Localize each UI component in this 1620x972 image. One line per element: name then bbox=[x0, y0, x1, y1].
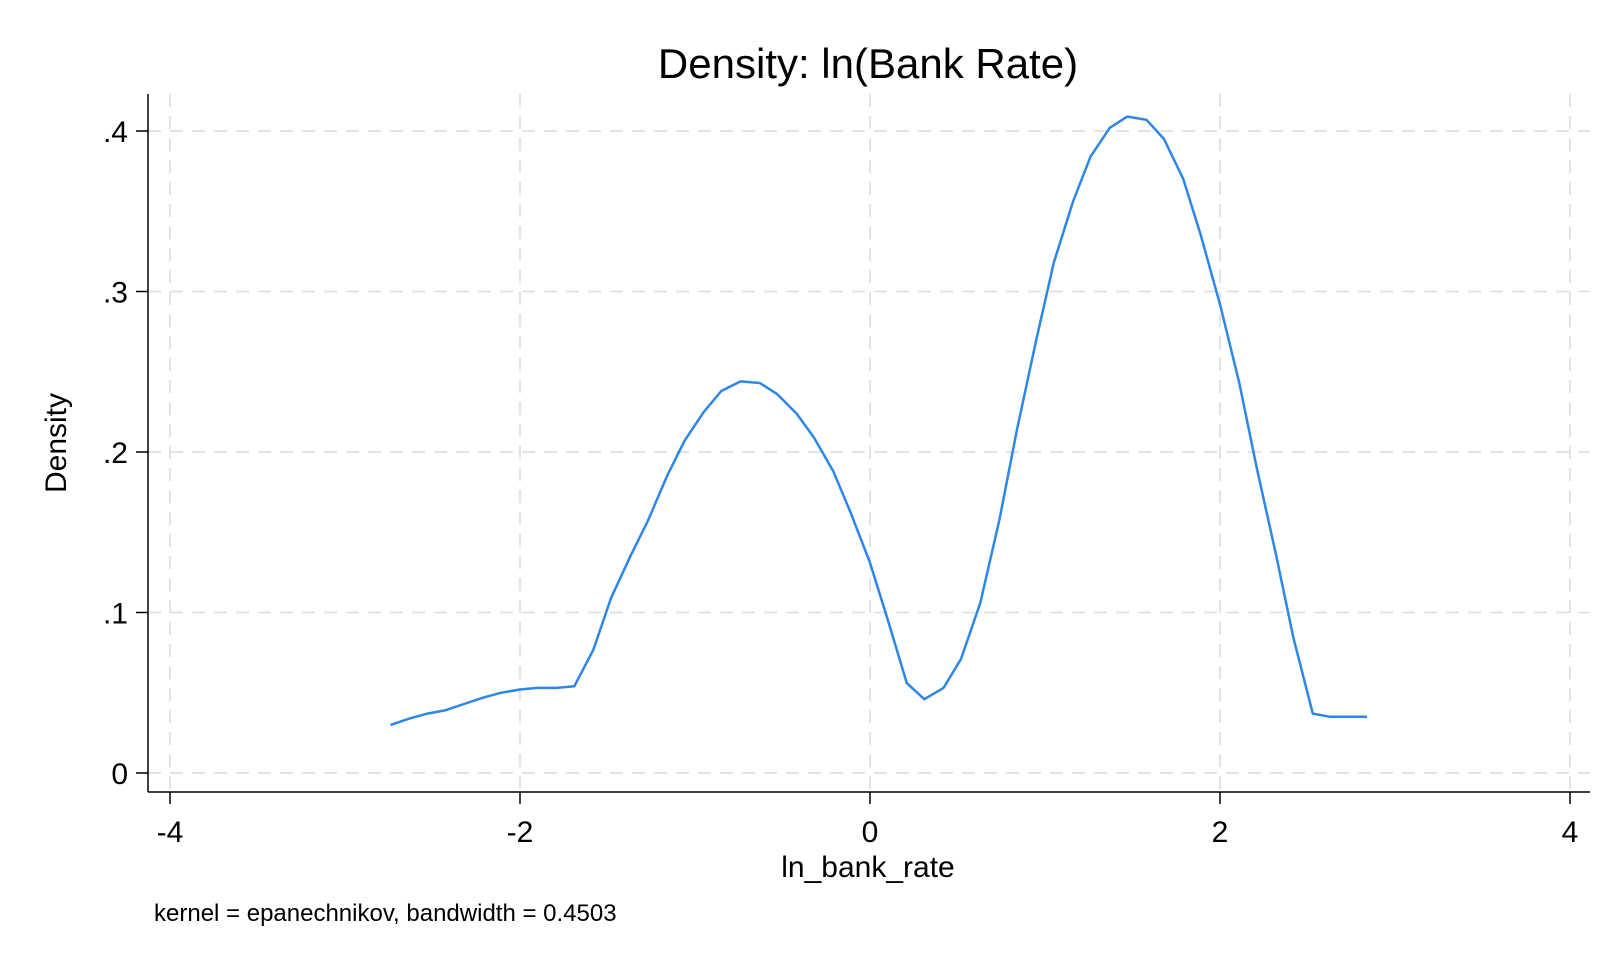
x-tick-label: -4 bbox=[157, 816, 184, 849]
density-curve bbox=[390, 115, 1367, 727]
x-ticks: -4 -2 0 2 4 bbox=[157, 792, 1579, 849]
x-tick-label: 4 bbox=[1562, 816, 1579, 849]
x-tick-label: 0 bbox=[862, 816, 879, 849]
x-tick-label: 2 bbox=[1212, 816, 1229, 849]
y-ticks: 0 .1 .2 .3 .4 bbox=[103, 116, 148, 791]
chart-title: Density: ln(Bank Rate) bbox=[658, 40, 1078, 87]
y-axis-label: Density bbox=[40, 393, 73, 493]
axes bbox=[147, 94, 1590, 793]
x-axis-label: ln_bank_rate bbox=[781, 851, 954, 884]
y-tick-label: .1 bbox=[103, 598, 128, 631]
y-tick-label: .2 bbox=[103, 437, 128, 470]
grid bbox=[148, 94, 1590, 792]
y-tick-label: .3 bbox=[103, 277, 128, 310]
y-tick-label: 0 bbox=[111, 758, 128, 791]
x-tick-label: -2 bbox=[507, 816, 534, 849]
kernel-note: kernel = epanechnikov, bandwidth = 0.450… bbox=[154, 900, 617, 927]
y-tick-label: .4 bbox=[103, 116, 128, 149]
